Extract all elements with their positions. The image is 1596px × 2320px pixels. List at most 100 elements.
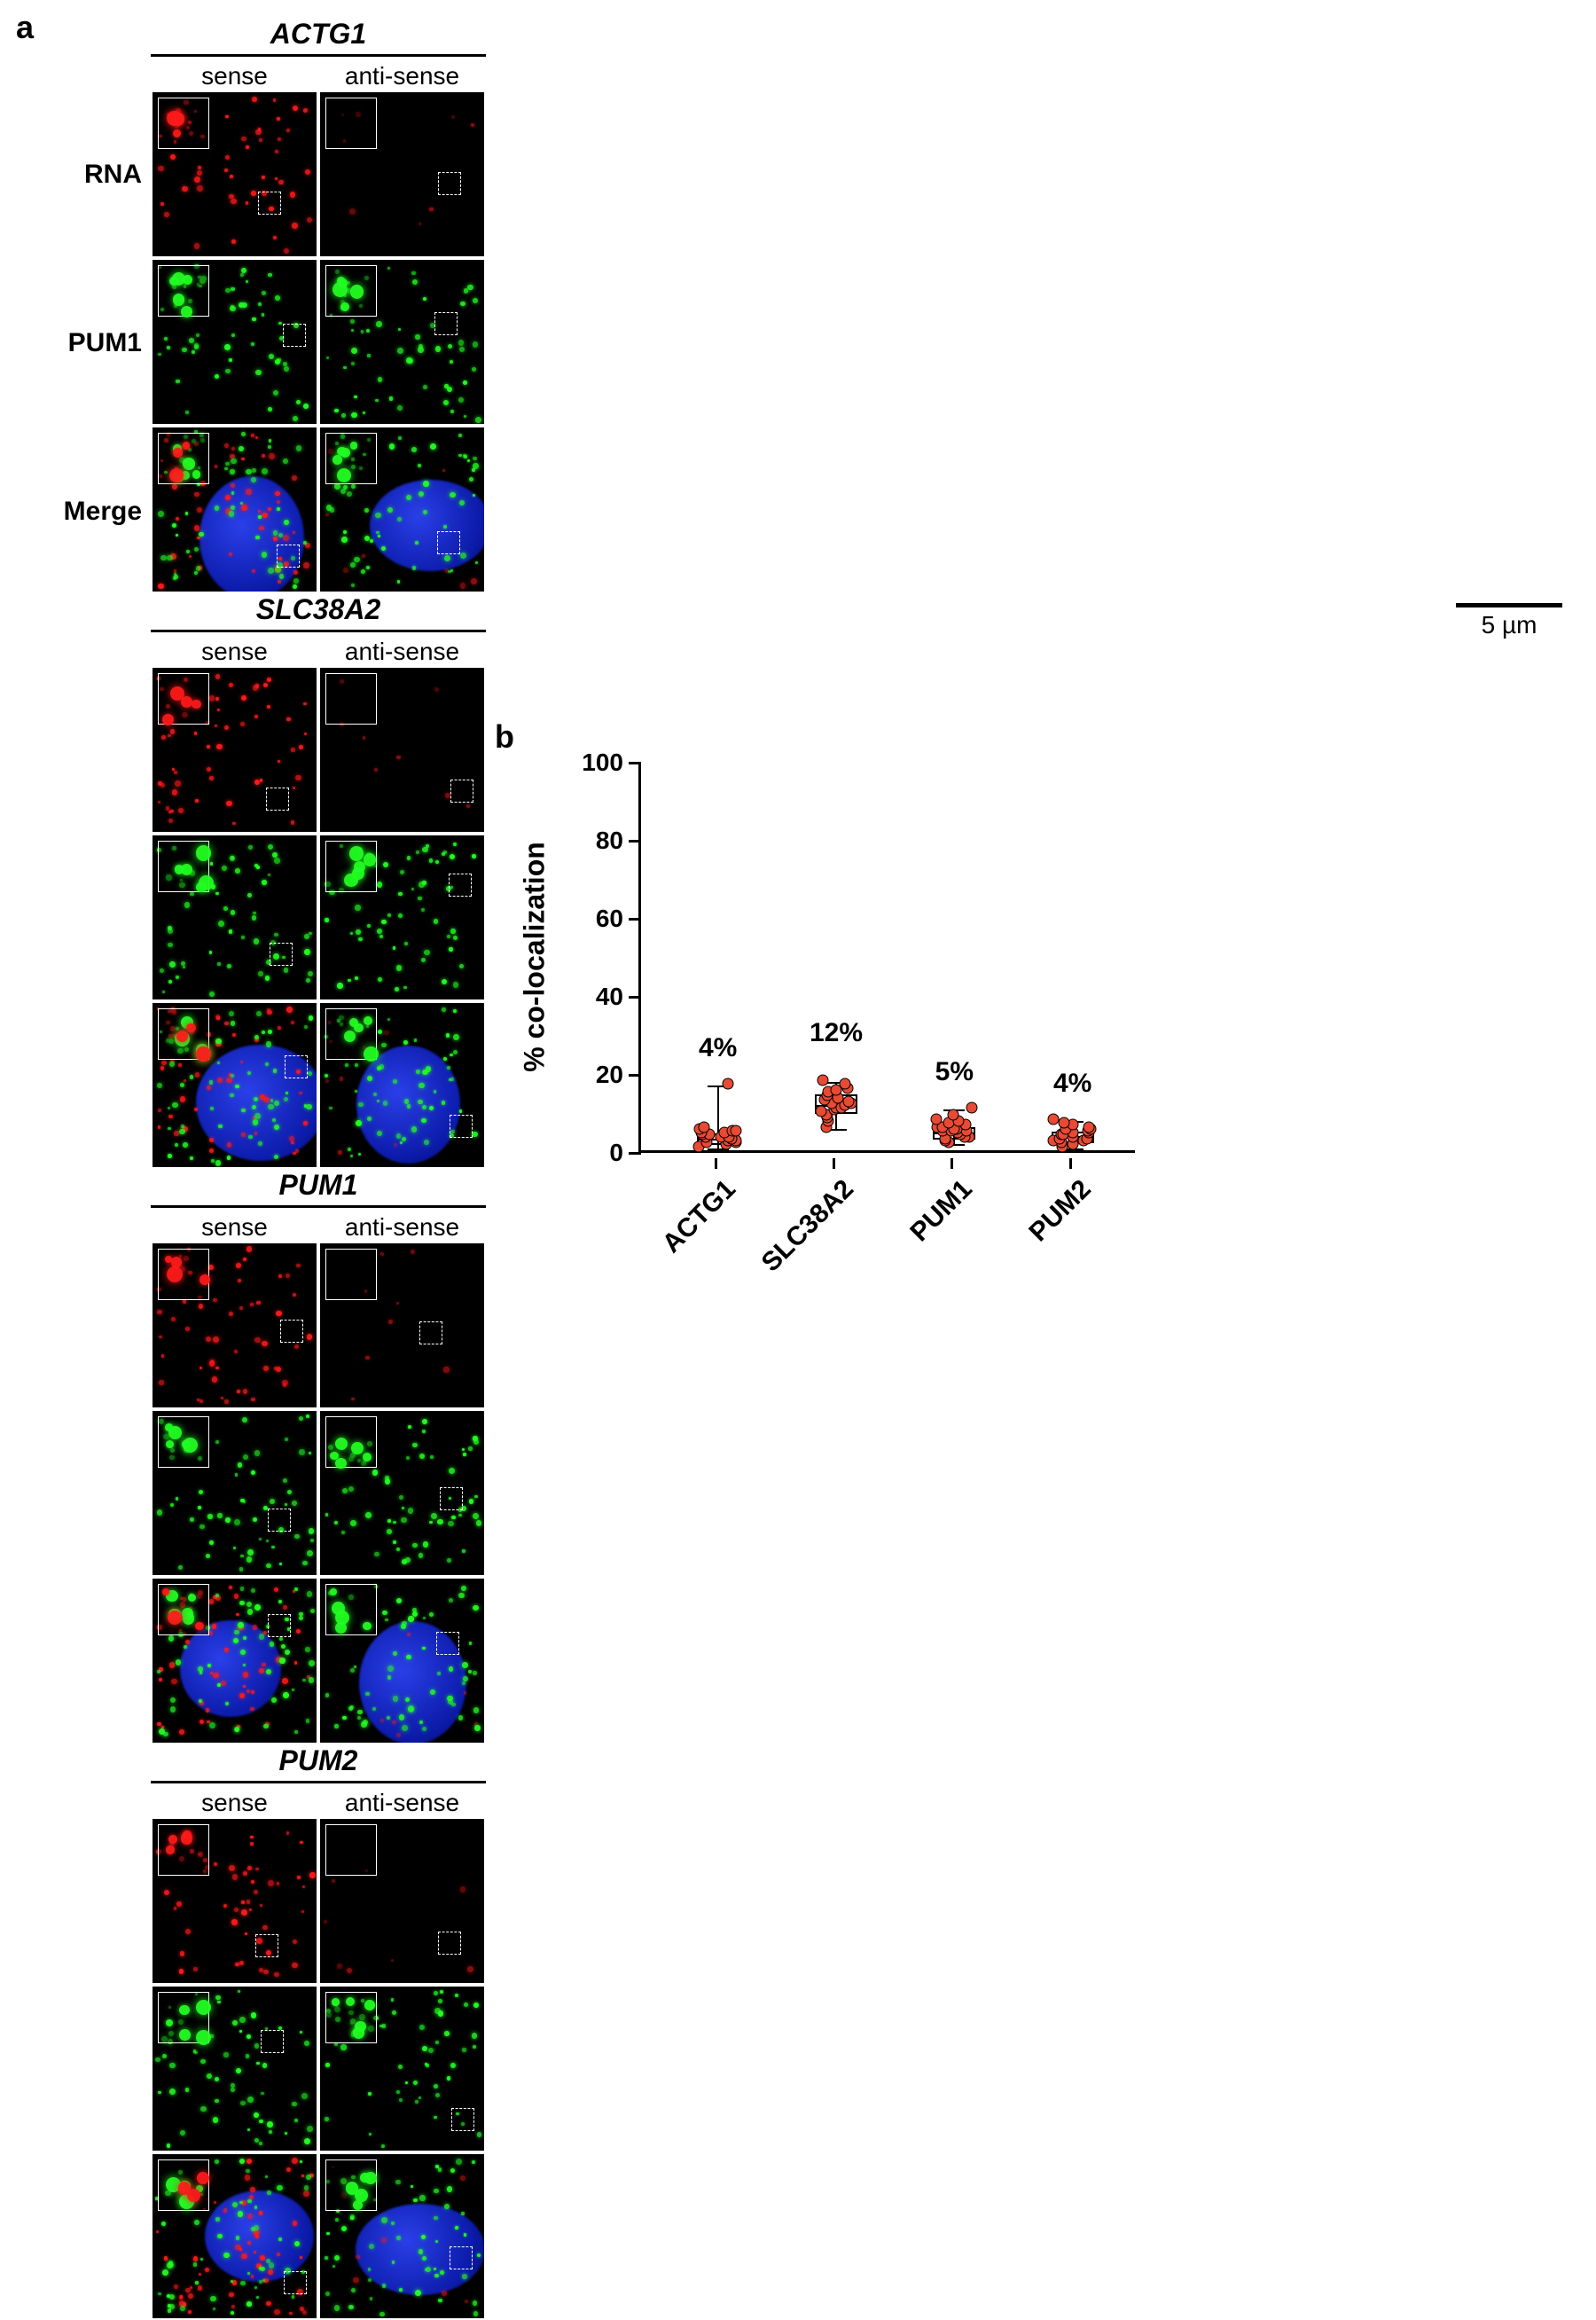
micrograph	[320, 92, 484, 256]
inset	[325, 98, 377, 149]
data-point	[948, 1109, 959, 1121]
micrograph	[153, 427, 317, 592]
micrograph	[320, 1579, 484, 1743]
roi-box	[277, 545, 300, 568]
roi-box	[450, 780, 473, 803]
micrograph	[320, 260, 484, 424]
roi-box	[449, 874, 472, 897]
micrograph	[320, 835, 484, 999]
inset	[325, 1824, 377, 1876]
inset	[325, 1249, 377, 1300]
subheader-anti-sense: anti-sense	[318, 638, 486, 666]
data-point	[1048, 1113, 1060, 1125]
x-label: PUM2	[1023, 1174, 1097, 1248]
row-label-pum1: PUM1	[68, 328, 142, 358]
pct-label: 4%	[1053, 1069, 1091, 1099]
subheader-sense: sense	[151, 1213, 318, 1242]
gene-block-pum1: PUM1senseanti-sense	[151, 1169, 486, 1744]
micrograph	[320, 1987, 484, 2151]
roi-box	[284, 2271, 307, 2294]
x-tick	[715, 1158, 717, 1169]
micrograph	[320, 1819, 484, 1983]
subheader-anti-sense: anti-sense	[318, 1789, 486, 1817]
micrograph	[153, 1411, 317, 1575]
pct-label: 12%	[810, 1018, 863, 1048]
inset	[158, 1008, 209, 1060]
y-axis-label: % co-localization	[519, 842, 552, 1072]
panel-b: % co-localization 0204060801004%12%5%4% …	[497, 736, 1170, 1339]
roi-box	[438, 172, 461, 195]
subheader-sense: sense	[151, 62, 318, 90]
roi-box	[266, 788, 289, 811]
roi-box	[437, 531, 460, 554]
inset	[158, 1992, 209, 2043]
data-point	[1058, 1117, 1069, 1129]
data-point	[730, 1125, 741, 1137]
y-tick	[629, 762, 641, 764]
subheader-sense: sense	[151, 638, 318, 666]
row-label-merge: Merge	[64, 497, 142, 527]
subheader-anti-sense: anti-sense	[318, 62, 486, 90]
x-label: PUM1	[905, 1174, 979, 1248]
pct-label: 5%	[935, 1057, 974, 1087]
roi-box	[450, 1115, 473, 1138]
y-tick	[629, 1074, 641, 1077]
y-tick-label: 60	[596, 905, 623, 933]
roi-box	[450, 2246, 473, 2269]
inset	[325, 1008, 377, 1060]
x-label: SLC38A2	[756, 1174, 860, 1278]
micrograph	[153, 2154, 317, 2318]
gene-header: SLC38A2	[151, 593, 486, 632]
roi-box	[434, 312, 458, 335]
micrograph	[153, 1579, 317, 1743]
gene-header: ACTG1	[151, 18, 486, 57]
data-point	[817, 1074, 828, 1086]
micrograph	[320, 1243, 484, 1407]
figure-container: a RNA PUM1 Merge ACTG1senseanti-senseSLC…	[0, 0, 1596, 1393]
inset	[325, 433, 377, 484]
scalebar-line	[1456, 603, 1562, 607]
micrograph	[153, 1819, 317, 1983]
y-tick	[629, 918, 641, 921]
y-tick	[629, 840, 641, 843]
scalebar: 5 µm	[1456, 603, 1562, 639]
micrograph	[153, 1987, 317, 2151]
x-tick	[951, 1158, 953, 1169]
chart-area: % co-localization 0204060801004%12%5%4%	[638, 763, 1135, 1153]
roi-box	[438, 1932, 461, 1955]
micrograph	[320, 2154, 484, 2318]
y-tick-label: 100	[582, 749, 623, 777]
inset	[325, 1992, 377, 2043]
inset	[158, 841, 209, 892]
micrograph	[153, 668, 317, 832]
panel-a-label: a	[16, 9, 34, 46]
data-point	[1083, 1121, 1094, 1133]
roi-box	[451, 2108, 474, 2131]
roi-box	[270, 943, 293, 966]
micrograph	[153, 92, 317, 256]
inset	[158, 673, 209, 725]
inset	[158, 98, 209, 149]
micrograph	[153, 1243, 317, 1407]
inset	[158, 1416, 209, 1468]
data-point	[839, 1078, 850, 1090]
y-tick-label: 40	[596, 983, 623, 1011]
y-tick-label: 80	[596, 827, 623, 855]
y-tick	[629, 996, 641, 999]
roi-box	[285, 1055, 308, 1078]
x-tick	[1069, 1158, 1072, 1169]
roi-box	[419, 1321, 442, 1344]
inset	[325, 1584, 377, 1635]
micrograph	[320, 1411, 484, 1575]
micrograph	[320, 668, 484, 832]
gene-header: PUM1	[151, 1169, 486, 1208]
gene-block-actg1: ACTG1 senseanti-sense	[151, 18, 486, 593]
inset	[158, 2159, 209, 2211]
subheader-sense: sense	[151, 1789, 318, 1817]
roi-box	[261, 2030, 284, 2053]
gene-header: PUM2	[151, 1744, 486, 1783]
micrograph	[153, 1003, 317, 1167]
roi-box	[440, 1487, 463, 1510]
pct-label: 4%	[699, 1033, 737, 1063]
inset	[158, 1824, 209, 1876]
